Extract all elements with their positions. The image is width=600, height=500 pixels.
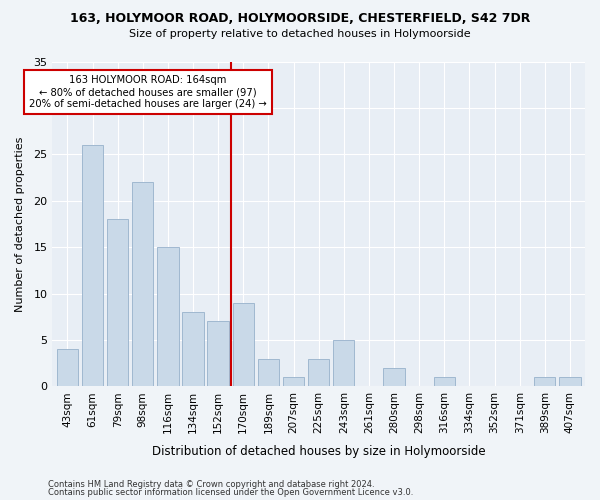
Text: Contains HM Land Registry data © Crown copyright and database right 2024.: Contains HM Land Registry data © Crown c… xyxy=(48,480,374,489)
Bar xyxy=(283,377,304,386)
Bar xyxy=(333,340,355,386)
Text: Size of property relative to detached houses in Holymoorside: Size of property relative to detached ho… xyxy=(129,29,471,39)
Bar xyxy=(157,247,179,386)
Text: 163, HOLYMOOR ROAD, HOLYMOORSIDE, CHESTERFIELD, S42 7DR: 163, HOLYMOOR ROAD, HOLYMOORSIDE, CHESTE… xyxy=(70,12,530,26)
X-axis label: Distribution of detached houses by size in Holymoorside: Distribution of detached houses by size … xyxy=(152,444,485,458)
Text: Contains public sector information licensed under the Open Government Licence v3: Contains public sector information licen… xyxy=(48,488,413,497)
Bar xyxy=(208,322,229,386)
Bar xyxy=(182,312,204,386)
Bar xyxy=(534,377,556,386)
Bar xyxy=(258,358,279,386)
Y-axis label: Number of detached properties: Number of detached properties xyxy=(15,136,25,312)
Bar xyxy=(57,350,78,387)
Bar xyxy=(434,377,455,386)
Text: 163 HOLYMOOR ROAD: 164sqm
← 80% of detached houses are smaller (97)
20% of semi-: 163 HOLYMOOR ROAD: 164sqm ← 80% of detac… xyxy=(29,76,266,108)
Bar xyxy=(383,368,405,386)
Bar xyxy=(308,358,329,386)
Bar xyxy=(132,182,154,386)
Bar xyxy=(107,220,128,386)
Bar xyxy=(233,303,254,386)
Bar xyxy=(559,377,581,386)
Bar xyxy=(82,145,103,386)
